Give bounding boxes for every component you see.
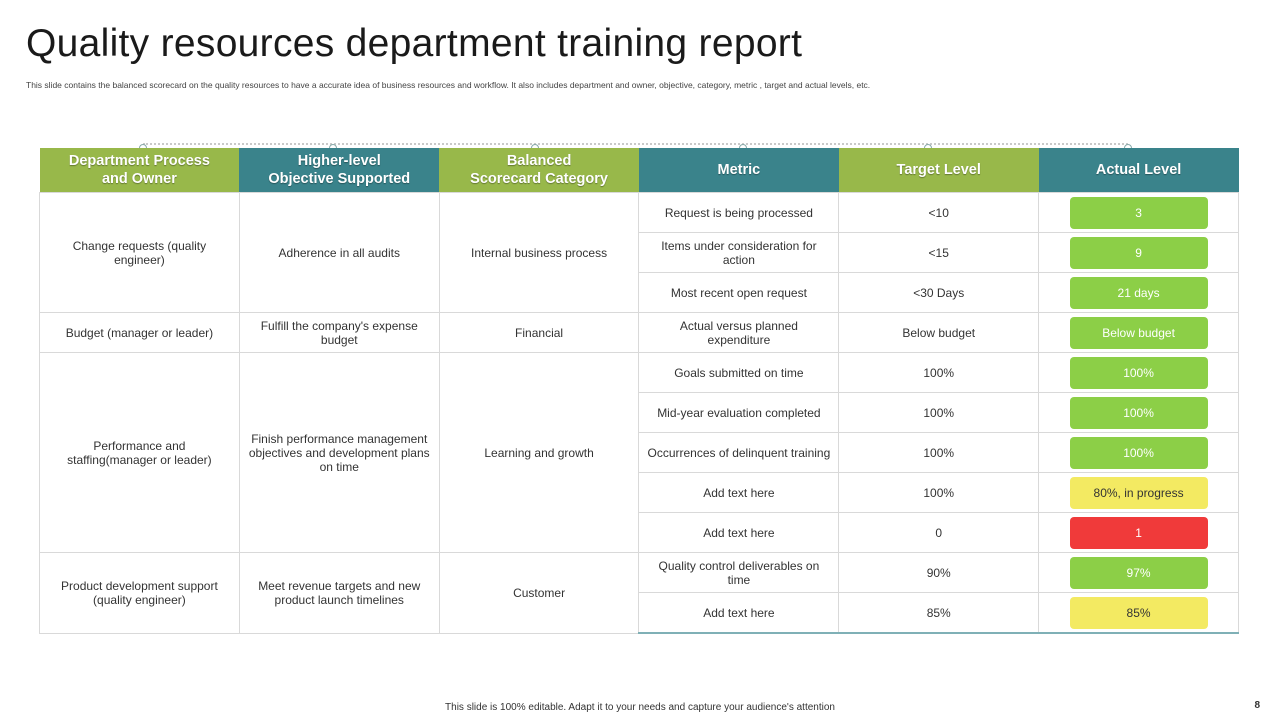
metric-cell: Mid-year evaluation completed bbox=[638, 392, 840, 433]
actual-status-badge: 100% bbox=[1069, 436, 1208, 469]
metric-cell: Goals submitted on time bbox=[638, 352, 840, 393]
owner-cell: Budget (manager or leader) bbox=[39, 312, 240, 353]
actual-cell: 3 bbox=[1038, 192, 1239, 233]
category-cell: Learning and growth bbox=[438, 352, 640, 553]
metric-cell: Add text here bbox=[638, 592, 840, 634]
actual-status-badge: 1 bbox=[1069, 516, 1208, 549]
table-row: Add text here 85% 85% bbox=[40, 592, 1239, 634]
page-number: 8 bbox=[1254, 700, 1260, 711]
objective-cell: Finish performance management objectives… bbox=[238, 352, 440, 553]
header-metric: Metric bbox=[638, 148, 839, 193]
actual-cell: Below budget bbox=[1038, 312, 1239, 353]
actual-cell: 21 days bbox=[1038, 272, 1239, 313]
actual-status-badge: 100% bbox=[1069, 356, 1208, 389]
actual-status-badge: 80%, in progress bbox=[1069, 476, 1208, 509]
metric-cell: Request is being processed bbox=[638, 192, 840, 233]
target-cell: 85% bbox=[838, 592, 1040, 634]
table-header-row: Department Process and Owner Higher-level… bbox=[39, 148, 1239, 193]
target-cell: 100% bbox=[838, 432, 1040, 473]
header-category: Balanced Scorecard Category bbox=[439, 148, 639, 193]
actual-status-badge: 97% bbox=[1069, 556, 1208, 589]
target-cell: 0 bbox=[838, 512, 1040, 553]
owner-cell: Performance and staffing(manager or lead… bbox=[39, 352, 240, 553]
table-row: Budget (manager or leader) Fulfill the c… bbox=[39, 312, 1239, 353]
objective-cell: Fulfill the company's expense budget bbox=[238, 312, 440, 353]
category-cell: Customer bbox=[438, 552, 640, 634]
actual-cell: 80%, in progress bbox=[1038, 472, 1239, 513]
metric-cell: Actual versus planned expenditure bbox=[638, 312, 840, 353]
actual-cell: 1 bbox=[1038, 512, 1239, 553]
table-row: Performance and staffing(manager or lead… bbox=[39, 352, 1239, 553]
table-row: Add text here 100% 80%, in progress bbox=[40, 472, 1239, 513]
header-actual-level: Actual Level bbox=[1038, 148, 1239, 193]
target-cell: <10 bbox=[838, 192, 1040, 233]
metric-cell: Items under consideration for action bbox=[638, 232, 840, 273]
owner-cell: Product development support (quality eng… bbox=[39, 552, 240, 634]
actual-cell: 100% bbox=[1038, 432, 1239, 473]
actual-cell: 100% bbox=[1038, 352, 1239, 393]
table-row: Items under consideration for action <15… bbox=[40, 232, 1239, 273]
metric-cell: Occurrences of delinquent training bbox=[638, 432, 840, 473]
metric-cell: Add text here bbox=[638, 512, 840, 553]
table-row: Product development support (quality eng… bbox=[39, 552, 1239, 634]
actual-status-badge: 100% bbox=[1069, 396, 1208, 429]
metric-cell: Add text here bbox=[638, 472, 840, 513]
target-cell: Below budget bbox=[838, 312, 1040, 353]
target-cell: 100% bbox=[838, 392, 1040, 433]
owner-cell: Change requests (quality engineer) bbox=[39, 192, 240, 313]
category-cell: Internal business process bbox=[438, 192, 640, 313]
table-row: Mid-year evaluation completed 100% 100% bbox=[40, 392, 1239, 433]
scorecard-table: Department Process and Owner Higher-level… bbox=[39, 148, 1239, 634]
metric-cell: Most recent open request bbox=[638, 272, 840, 313]
objective-cell: Meet revenue targets and new product lau… bbox=[238, 552, 440, 634]
actual-status-badge: Below budget bbox=[1069, 316, 1208, 349]
page-title: Quality resources department training re… bbox=[26, 22, 803, 65]
table-row: Most recent open request <30 Days 21 day… bbox=[40, 272, 1239, 313]
target-cell: 100% bbox=[838, 472, 1040, 513]
header-objective: Higher-level Objective Supported bbox=[239, 148, 440, 193]
header-dotted-divider bbox=[143, 143, 1128, 145]
actual-status-badge: 3 bbox=[1069, 196, 1208, 229]
table-row: Occurrences of delinquent training 100% … bbox=[40, 432, 1239, 473]
actual-cell: 85% bbox=[1038, 592, 1239, 634]
actual-cell: 9 bbox=[1038, 232, 1239, 273]
actual-cell: 100% bbox=[1038, 392, 1239, 433]
header-department-owner: Department Process and Owner bbox=[39, 148, 240, 193]
header-target-level: Target Level bbox=[838, 148, 1039, 193]
category-cell: Financial bbox=[438, 312, 640, 353]
actual-status-badge: 85% bbox=[1069, 596, 1208, 629]
objective-cell: Adherence in all audits bbox=[238, 192, 440, 313]
actual-status-badge: 9 bbox=[1069, 236, 1208, 269]
actual-status-badge: 21 days bbox=[1069, 276, 1208, 309]
table-row: Add text here 0 1 bbox=[40, 512, 1239, 553]
metric-cell: Quality control deliverables on time bbox=[638, 552, 840, 593]
table-row: Change requests (quality engineer) Adher… bbox=[39, 192, 1239, 313]
target-cell: <15 bbox=[838, 232, 1040, 273]
actual-cell: 97% bbox=[1038, 552, 1239, 593]
page-subtitle: This slide contains the balanced scoreca… bbox=[26, 80, 871, 90]
target-cell: <30 Days bbox=[838, 272, 1040, 313]
footer-note: This slide is 100% editable. Adapt it to… bbox=[445, 702, 835, 713]
target-cell: 100% bbox=[838, 352, 1040, 393]
target-cell: 90% bbox=[838, 552, 1040, 593]
